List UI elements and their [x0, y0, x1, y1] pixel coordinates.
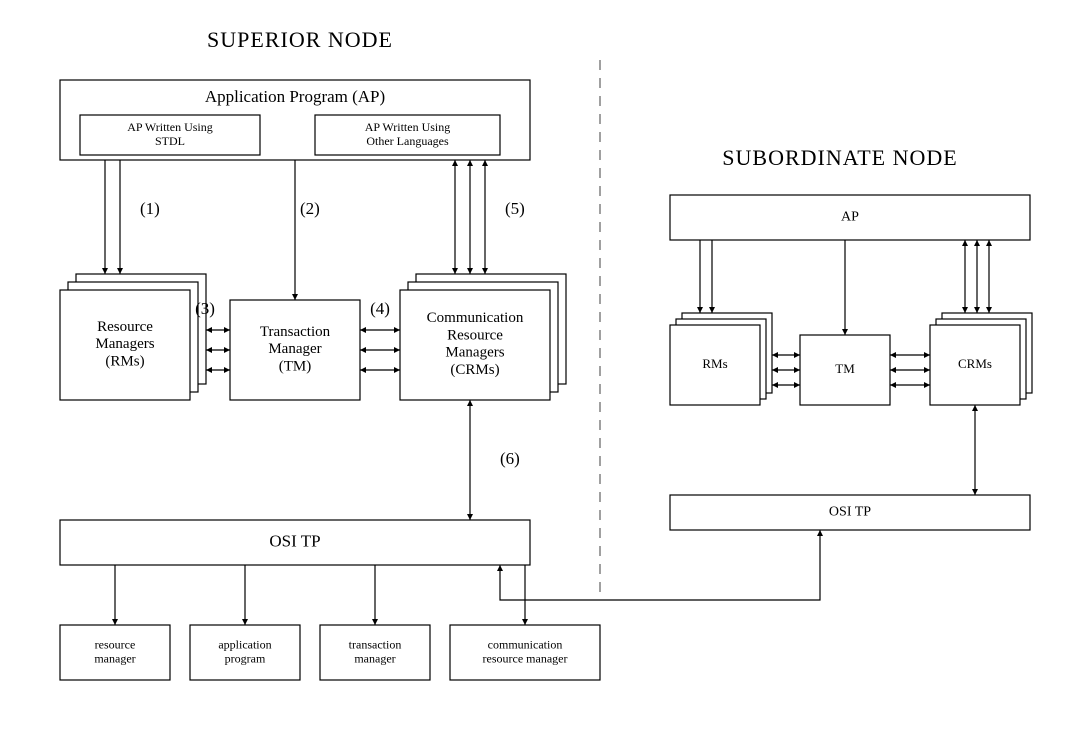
svg-text:(1): (1) [140, 199, 160, 218]
svg-text:(6): (6) [500, 449, 520, 468]
svg-text:Application Program (AP): Application Program (AP) [205, 87, 385, 106]
svg-text:AP: AP [841, 210, 859, 225]
svg-text:OSI TP: OSI TP [829, 505, 871, 520]
svg-text:OSI TP: OSI TP [269, 531, 320, 550]
svg-text:(4): (4) [370, 299, 390, 318]
svg-text:resourcemanager: resourcemanager [94, 637, 135, 665]
svg-text:transactionmanager: transactionmanager [349, 637, 402, 665]
svg-text:CRMs: CRMs [958, 356, 992, 371]
svg-text:TM: TM [835, 361, 855, 376]
svg-text:(3): (3) [195, 299, 215, 318]
svg-text:SUPERIOR NODE: SUPERIOR NODE [207, 27, 393, 52]
svg-text:AP Written UsingOther Language: AP Written UsingOther Languages [365, 120, 451, 148]
architecture-diagram: SUPERIOR NODE Application Program (AP) AP … [0, 0, 1080, 730]
svg-text:applicationprogram: applicationprogram [218, 637, 271, 665]
svg-text:SUBORDINATE NODE: SUBORDINATE NODE [722, 145, 957, 170]
svg-text:(5): (5) [505, 199, 525, 218]
svg-text:(2): (2) [300, 199, 320, 218]
svg-text:communicationresource manager: communicationresource manager [483, 637, 568, 665]
svg-text:RMs: RMs [702, 356, 727, 371]
